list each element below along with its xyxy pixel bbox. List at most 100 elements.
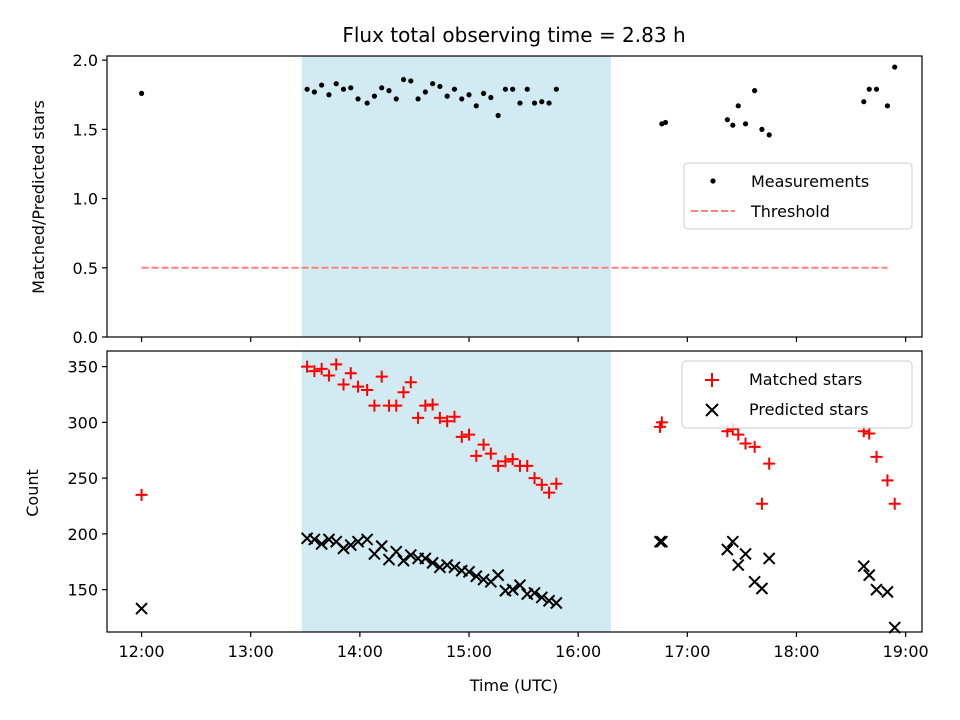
data-point-predicted — [448, 561, 461, 574]
data-point-predicted — [491, 568, 505, 582]
data-point-predicted — [721, 543, 734, 556]
data-point-measurement — [480, 90, 487, 96]
data-point-measurement — [759, 126, 765, 132]
chart-title: Flux total observing time = 2.83 h — [342, 23, 685, 47]
data-point-matched — [748, 440, 761, 453]
data-point-measurement — [386, 88, 392, 94]
legend-label-predicted: Predicted stars — [749, 400, 869, 419]
data-point-measurement — [473, 103, 479, 109]
data-point-matched — [763, 457, 776, 470]
data-point-measurement — [546, 100, 552, 106]
data-point-measurement — [466, 92, 472, 98]
data-point-measurement — [311, 89, 317, 95]
data-point-measurement — [510, 86, 516, 92]
data-point-matched — [870, 450, 883, 463]
data-point-predicted — [433, 561, 447, 574]
data-point-matched — [368, 399, 381, 412]
data-point-matched — [448, 410, 461, 423]
data-point-measurement — [422, 89, 428, 95]
data-point-predicted — [404, 548, 418, 562]
data-point-measurement — [495, 112, 501, 119]
data-point-measurement — [415, 96, 421, 102]
ratio-y-axis-label: Matched/Predicted stars — [29, 100, 48, 294]
data-point-predicted — [322, 533, 336, 546]
data-point-matched — [390, 399, 403, 412]
legend-marker-matched — [705, 373, 719, 387]
data-point-measurement — [730, 122, 736, 128]
data-point-predicted — [426, 556, 439, 570]
data-point-measurement — [364, 100, 370, 106]
data-point-matched — [426, 398, 439, 411]
data-point-measurement — [524, 86, 530, 92]
data-point-predicted — [870, 583, 883, 596]
data-point-matched — [470, 449, 483, 462]
count-plot-frame — [106, 350, 923, 633]
data-point-measurement — [408, 78, 414, 84]
data-point-predicted — [528, 586, 541, 600]
data-point-measurement — [539, 99, 545, 105]
data-point-matched — [521, 459, 534, 472]
data-point-matched — [308, 365, 321, 378]
data-point-matched — [543, 486, 556, 499]
data-point-predicted — [135, 602, 148, 615]
data-point-predicted — [655, 535, 669, 548]
data-point-predicted — [360, 533, 374, 546]
data-point-predicted — [888, 621, 901, 634]
data-point-matched — [463, 428, 476, 441]
x-tick-label: 13:00 — [228, 642, 274, 661]
y-tick-label: 2.0 — [73, 51, 98, 70]
x-tick-label: 12:00 — [119, 642, 165, 661]
y-tick-label: 0.0 — [73, 328, 98, 347]
y-tick-label: 200 — [67, 525, 98, 544]
data-point-matched — [344, 367, 357, 380]
data-point-predicted — [881, 585, 894, 599]
y-tick-label: 0.5 — [73, 259, 98, 278]
data-point-measurement — [326, 92, 332, 98]
x-axis-label: Time (UTC) — [469, 676, 558, 695]
data-point-measurement — [866, 86, 872, 92]
data-point-matched — [433, 411, 446, 424]
data-point-measurement — [884, 103, 891, 109]
ratio-panel: Flux total observing time = 2.83 h Match… — [29, 23, 923, 347]
data-point-measurement — [393, 96, 399, 102]
legend-label-matched: Matched stars — [749, 370, 862, 389]
data-point-measurement — [379, 85, 385, 91]
data-point-matched — [528, 472, 541, 485]
observing-window-span — [301, 351, 611, 632]
data-point-matched — [352, 380, 365, 393]
data-point-matched — [419, 399, 432, 412]
y-tick-label: 350 — [67, 358, 98, 377]
data-point-predicted — [397, 554, 410, 567]
data-point-matched — [755, 497, 768, 510]
count-legend: Matched stars Predicted stars — [681, 360, 913, 429]
data-point-measurement — [437, 83, 443, 90]
ratio-plot-frame — [106, 55, 923, 338]
data-point-predicted — [542, 594, 556, 607]
data-point-predicted — [390, 545, 403, 558]
data-point-measurement — [319, 82, 325, 88]
data-point-measurement — [861, 99, 867, 105]
data-point-matched — [337, 378, 350, 391]
data-point-measurement — [752, 88, 758, 94]
data-point-matched — [492, 459, 505, 472]
data-point-matched — [322, 369, 335, 382]
data-point-matched — [732, 428, 745, 441]
data-point-measurement — [451, 86, 458, 92]
data-point-predicted — [315, 537, 328, 551]
x-tick-label: 15:00 — [446, 642, 492, 661]
count-panel: Count Time (UTC) 12:00 13:00 14:00 15:00 16:… — [23, 350, 929, 695]
data-point-predicted — [550, 596, 563, 610]
y-tick-label: 1.0 — [73, 190, 98, 209]
data-point-predicted — [344, 538, 357, 552]
ratio-legend: Measurements Threshold — [683, 162, 913, 230]
data-point-matched — [535, 478, 548, 491]
data-point-measurement — [430, 81, 436, 87]
data-point-measurement — [531, 100, 538, 106]
data-point-predicted — [739, 547, 752, 561]
data-point-predicted — [351, 535, 365, 548]
data-point-measurement — [892, 64, 898, 70]
data-point-measurement — [502, 86, 509, 92]
data-point-predicted — [732, 558, 745, 572]
data-point-matched — [739, 437, 752, 450]
data-point-measurement — [735, 103, 741, 109]
